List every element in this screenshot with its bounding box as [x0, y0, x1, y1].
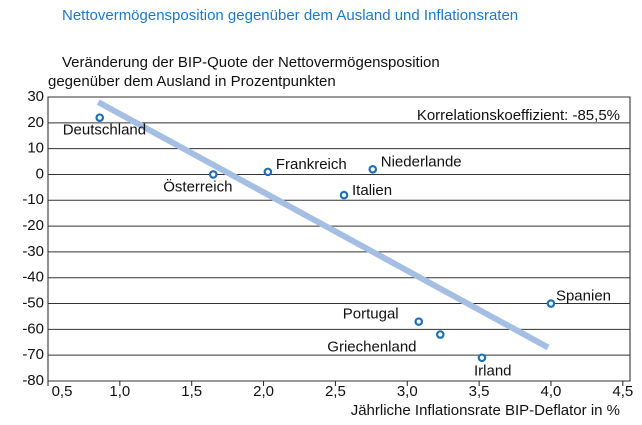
point [477, 353, 487, 363]
point-label: Irland [474, 363, 512, 380]
point [436, 330, 445, 339]
y-tick-label: -30 [22, 243, 44, 260]
point-label: Spanien [556, 288, 611, 305]
y-tick-label: 10 [27, 140, 44, 157]
y-tick-label: 20 [27, 114, 44, 131]
x-tick-label: 1,5 [181, 383, 202, 400]
x-tick-label: 1,0 [109, 383, 130, 400]
y-tick-label: -80 [22, 372, 44, 389]
trend-line [96, 99, 550, 351]
y-tick-label: -60 [22, 320, 44, 337]
point-label: Österreich [163, 177, 232, 195]
point-label: Griechenland [327, 338, 416, 355]
point [546, 299, 556, 308]
point [95, 113, 105, 122]
point-label: Italien [352, 182, 392, 199]
x-tick-label: 2,5 [325, 383, 346, 400]
chart-title: Nettovermögensposition gegenüber dem Aus… [62, 7, 518, 24]
x-tick-label: 3,5 [469, 383, 490, 400]
y-tick-label: -50 [22, 295, 44, 312]
y-tick-label: 0 [36, 165, 44, 182]
y-axis-label: Veränderung der BIP-Quote der Nettovermö… [62, 54, 440, 71]
x-tick-label: 3,0 [397, 383, 418, 400]
point [414, 317, 424, 326]
y-tick-label: -40 [22, 269, 44, 286]
y-tick-label: -10 [22, 191, 44, 208]
annotation: Korrelationskoeffizient: -85,5% [417, 107, 620, 124]
y-axis-label: gegenüber dem Ausland in Prozentpunkten [48, 73, 336, 90]
x-tick-label: 4,5 [612, 383, 633, 400]
y-tick-label: -20 [22, 217, 44, 234]
point [368, 164, 378, 174]
point-label: Frankreich [276, 156, 347, 173]
x-axis-label: Jährliche Inflationsrate BIP-Deflator in… [351, 402, 620, 419]
point-label: Niederlande [381, 153, 462, 170]
point-label: Portugal [343, 306, 399, 323]
point [263, 167, 273, 177]
y-tick-label: -70 [22, 346, 44, 363]
point [208, 170, 218, 179]
y-tick-label: 30 [27, 88, 44, 105]
point [339, 190, 349, 200]
x-tick-label: 0,5 [52, 383, 73, 400]
x-tick-label: 2,0 [253, 383, 274, 400]
x-tick-label: 4,0 [541, 383, 562, 400]
point-label: Deutschland [63, 122, 146, 139]
